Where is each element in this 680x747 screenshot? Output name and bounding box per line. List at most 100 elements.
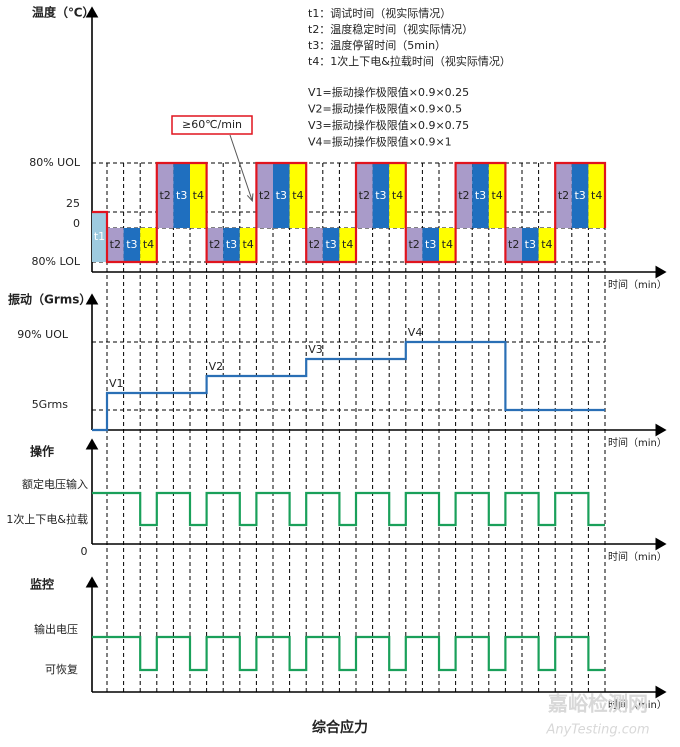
phase-block [322, 228, 340, 262]
phase-block [140, 228, 157, 262]
phase-label: t2 [110, 238, 121, 251]
level-label: 输出电压 [34, 622, 78, 636]
phase-label: t4 [541, 238, 552, 251]
x-axis-label: 时间（min） [608, 550, 667, 563]
phase-label: t3 [325, 238, 336, 251]
panel-title: 温度（℃） [32, 5, 95, 20]
step-label: V1 [109, 377, 124, 390]
ramp-note: ≥60℃/min [182, 118, 242, 131]
ramp-arrow [229, 134, 252, 200]
step-label: V3 [308, 343, 323, 356]
phase-label: t4 [342, 238, 353, 251]
level-label: 1次上下电&拉载 [6, 512, 88, 526]
phase-block [273, 163, 290, 228]
x-axis-label: 时间（min） [608, 436, 667, 449]
phase-label: t2 [408, 238, 419, 251]
level-label: 0 [73, 217, 80, 230]
phase-label: t3 [475, 189, 486, 202]
panel-title: 操作 [30, 444, 54, 459]
legend-text: t3：温度停留时间（5min） [308, 38, 446, 52]
level-label: 25 [66, 197, 80, 210]
watermark: 嘉峪检测网 [547, 692, 648, 716]
level-label: 5Grms [32, 398, 69, 411]
phase-label: t2 [309, 238, 320, 251]
phase-label: t3 [375, 189, 386, 202]
watermark: AnyTesting.com [545, 723, 649, 738]
legend-text: t1：调试时间（视实际情况） [308, 6, 451, 20]
legend-text: t2：温度稳定时间（视实际情况） [308, 22, 473, 36]
level-label: 90% UOL [17, 328, 69, 341]
level-label: 80% UOL [29, 156, 81, 169]
phase-label: t4 [193, 189, 204, 202]
origin-label: 0 [81, 545, 88, 558]
vibration-profile [92, 340, 605, 432]
phase-label: t4 [491, 189, 502, 202]
level-label: 可恢复 [45, 662, 78, 676]
formula-text: V2=振动操作极限值×0.9×0.5 [308, 102, 462, 116]
x-axis-label: 时间（min） [608, 278, 667, 291]
monitor-wave [92, 635, 605, 672]
phase-block [472, 163, 489, 228]
legend-text: t4：1次上下电&拉载时间（视实际情况） [308, 54, 511, 68]
phase-label: t2 [558, 189, 569, 202]
phase-block [571, 163, 589, 228]
phase-block [588, 163, 605, 228]
phase-block [190, 163, 207, 228]
x-axis-label: 时间（min） [608, 698, 667, 711]
formula-text: V4=振动操作极限值×0.9×1 [308, 135, 452, 149]
phase-block [256, 163, 273, 228]
level-label: 额定电压输入 [22, 477, 88, 491]
phase-block [173, 163, 190, 228]
phase-block [538, 228, 556, 262]
phase-label: t2 [508, 238, 519, 251]
formula-text: V1=振动操作极限值×0.9×0.25 [308, 85, 469, 99]
phase-label: t4 [591, 189, 602, 202]
phase-label: t1 [94, 230, 105, 243]
formula-text: V3=振动操作极限值×0.9×0.75 [308, 118, 469, 132]
phase-label: t3 [425, 238, 436, 251]
phase-label: t4 [392, 189, 403, 202]
phase-block [107, 228, 124, 262]
phase-block [206, 228, 224, 262]
phase-block [239, 228, 257, 262]
phase-block [389, 163, 406, 228]
phase-block [92, 212, 107, 262]
phase-block [123, 228, 141, 262]
phase-block [372, 163, 390, 228]
phase-block [223, 228, 240, 262]
phase-label: t4 [143, 238, 154, 251]
caption: 综合应力 [312, 719, 368, 736]
phase-label: t2 [259, 189, 270, 202]
step-label: V2 [209, 360, 224, 373]
phase-label: t2 [209, 238, 220, 251]
phase-block [505, 228, 522, 262]
panel-title: 监控 [30, 577, 54, 592]
level-label: 80% LOL [32, 255, 81, 268]
phase-label: t3 [276, 189, 287, 202]
phase-label: t3 [574, 189, 585, 202]
phase-label: t4 [442, 238, 453, 251]
phase-label: t3 [126, 238, 137, 251]
phase-label: t2 [458, 189, 469, 202]
phase-block [422, 228, 439, 262]
phase-label: t3 [226, 238, 237, 251]
ramp-note-box [171, 115, 253, 135]
phase-block [439, 228, 456, 262]
phase-block [156, 163, 174, 228]
phase-block [306, 228, 323, 262]
panel-title: 振动（Grms） [8, 292, 91, 307]
phase-block [289, 163, 307, 228]
phase-label: t3 [176, 189, 187, 202]
phase-label: t4 [242, 238, 253, 251]
phase-label: t2 [359, 189, 370, 202]
phase-block [339, 228, 356, 262]
phase-block [405, 228, 423, 262]
operation-wave [92, 491, 605, 527]
phase-block [488, 163, 506, 228]
phase-label: t4 [292, 189, 303, 202]
step-label: V4 [408, 326, 423, 339]
phase-block [522, 228, 539, 262]
phase-block [555, 163, 572, 228]
phase-label: t2 [159, 189, 170, 202]
